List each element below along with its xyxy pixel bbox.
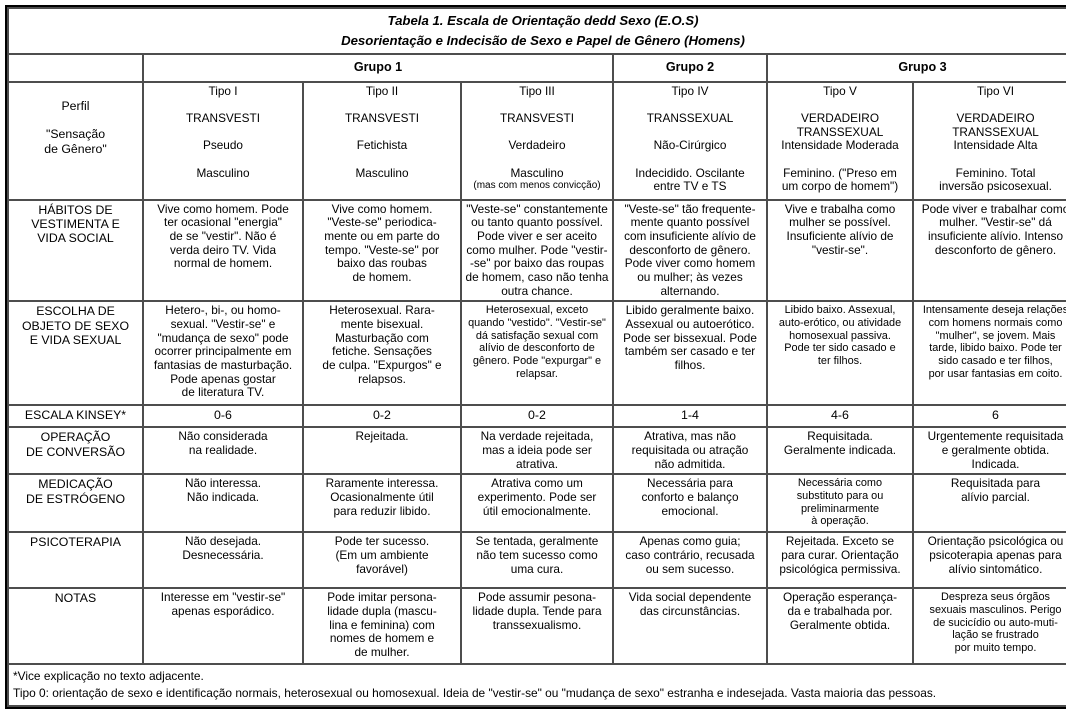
medicacao-tipo-ii-cell: Raramente interessa. Ocasionalmente útil… [304,475,460,532]
habitos-tipo-vi-cell: Pode viver e trabalhar como mulher. "Ves… [914,200,1066,301]
medicacao-tipo-v-cell: Necessária como substituto para ou preli… [768,475,912,532]
operacao-tipo-ii-cell: Rejeitada. [304,428,460,474]
psicoterapia-tipo-ii-cell: Pode ter sucesso. (Em um ambiente favorá… [304,533,460,588]
escolha-row: ESCOLHA DE OBJETO DE SEXO E VIDA SEXUAL … [9,302,1066,405]
habitos-tipo-iv-cell: "Veste-se" tão frequente- mente quanto p… [614,200,766,301]
kinsey-row-label: ESCALA KINSEY* [9,406,142,427]
medicacao-row: MEDICAÇÃO DE ESTRÓGENO Não interessa. Nã… [9,475,1066,532]
operacao-row-label: OPERAÇÃO DE CONVERSÃO [9,428,142,474]
table-subtitle: Desorientação e Indecisão de Sexo e Pape… [341,32,745,48]
eos-table: Tabela 1. Escala de Orientação dedd Sexo… [5,5,1066,710]
notas-row: NOTAS Interesse em "vestir-se" apenas es… [9,589,1066,664]
notas-row-label: NOTAS [9,589,142,664]
title-row: Tabela 1. Escala de Orientação dedd Sexo… [9,9,1066,53]
habitos-tipo-iii-cell: "Veste-se" constantemente ou tanto quant… [462,200,612,301]
kinsey-row: ESCALA KINSEY* 0-6 0-2 0-2 1-4 4-6 6 [9,406,1066,427]
psicoterapia-tipo-vi-cell: Orientação psicológica ou psicoterapia a… [914,533,1066,588]
grupo-3-header: Grupo 3 [768,54,1066,81]
psicoterapia-tipo-i-cell: Não desejada. Desnecessária. [144,533,302,588]
notas-tipo-v-cell: Operação esperança- da e trabalhada por.… [768,589,912,664]
notas-tipo-i-cell: Interesse em "vestir-se" apenas esporádi… [144,589,302,664]
footnote-asterisk: *Vice explicação no texto adjacente. [13,669,204,684]
psicoterapia-row: PSICOTERAPIA Não desejada. Desnecessária… [9,533,1066,588]
escolha-tipo-i-cell: Hetero-, bi-, ou homo- sexual. "Vestir-s… [144,302,302,405]
notas-tipo-iv-cell: Vida social dependente das circunstância… [614,589,766,664]
escolha-tipo-iii-cell: Heterosexual, exceto quando "vestido". "… [462,302,612,405]
footnote-tipo-0: Tipo 0: orientação de sexo e identificaç… [13,686,937,701]
psicoterapia-row-label: PSICOTERAPIA [9,533,142,588]
operacao-tipo-iv-cell: Atrativa, mas não requisitada ou atração… [614,428,766,474]
notas-tipo-vi-cell: Despreza seus órgãos sexuais masculinos.… [914,589,1066,664]
operacao-tipo-v-cell: Requisitada. Geralmente indicada. [768,428,912,474]
habitos-tipo-ii-cell: Vive como homem. "Veste-se" periodica- m… [304,200,460,301]
psicoterapia-tipo-iii-cell: Se tentada, geralmente não tem sucesso c… [462,533,612,588]
title-cell: Tabela 1. Escala de Orientação dedd Sexo… [9,9,1066,53]
psicoterapia-tipo-iv-cell: Apenas como guia; caso contrário, recusa… [614,533,766,588]
kinsey-tipo-v-cell: 4-6 [768,406,912,427]
operacao-tipo-i-cell: Não considerada na realidade. [144,428,302,474]
escolha-tipo-vi-cell: Intensamente deseja relações com homens … [914,302,1066,405]
kinsey-tipo-iv-cell: 1-4 [614,406,766,427]
perfil-row-label: Perfil "Sensação de Gênero" [9,82,142,199]
footnotes-row: *Vice explicação no texto adjacente. Tip… [9,665,1066,706]
medicacao-tipo-iv-cell: Necessária para conforto e balanço emoci… [614,475,766,532]
operacao-tipo-vi-cell: Urgentemente requisitada e geralmente ob… [914,428,1066,474]
escolha-row-label: ESCOLHA DE OBJETO DE SEXO E VIDA SEXUAL [9,302,142,405]
medicacao-tipo-i-cell: Não interessa. Não indicada. [144,475,302,532]
profile-tipo-iv-cell: Tipo IV TRANSSEXUAL Não-Cirúrgico Indeci… [614,82,766,199]
escolha-tipo-ii-cell: Heterosexual. Rara- mente bisexual. Mast… [304,302,460,405]
corner-blank-cell [9,54,142,81]
psicoterapia-tipo-v-cell: Rejeitada. Exceto se para curar. Orienta… [768,533,912,588]
operacao-tipo-iii-cell: Na verdade rejeitada, mas a ideia pode s… [462,428,612,474]
group-header-row: Grupo 1 Grupo 2 Grupo 3 [9,54,1066,81]
habitos-row: HÁBITOS DE VESTIMENTA E VIDA SOCIAL Vive… [9,200,1066,301]
grupo-2-header: Grupo 2 [614,54,766,81]
profile-tipo-vi-cell: Tipo VI VERDADEIRO TRANSSEXUAL Intensida… [914,82,1066,199]
escolha-tipo-iv-cell: Libido geralmente baixo. Assexual ou aut… [614,302,766,405]
profile-tipo-iii-text: Tipo III TRANSVESTI Verdadeiro Masculino [499,83,575,180]
notas-tipo-ii-cell: Pode imitar persona- lidade dupla (mascu… [304,589,460,664]
medicacao-row-label: MEDICAÇÃO DE ESTRÓGENO [9,475,142,532]
kinsey-tipo-vi-cell: 6 [914,406,1066,427]
habitos-tipo-i-cell: Vive como homem. Pode ter ocasional "ene… [144,200,302,301]
profile-tipo-iii-note: (mas com menos convicção) [473,180,601,192]
profile-tipo-v-cell: Tipo V VERDADEIRO TRANSSEXUAL Intensidad… [768,82,912,199]
habitos-row-label: HÁBITOS DE VESTIMENTA E VIDA SOCIAL [9,200,142,301]
medicacao-tipo-iii-cell: Atrativa como um experimento. Pode ser ú… [462,475,612,532]
notas-tipo-iii-cell: Pode assumir pesona- lidade dupla. Tende… [462,589,612,664]
operacao-row: OPERAÇÃO DE CONVERSÃO Não considerada na… [9,428,1066,474]
escolha-tipo-v-cell: Libido baixo. Assexual, auto-erótico, ou… [768,302,912,405]
table-title: Tabela 1. Escala de Orientação dedd Sexo… [387,13,699,28]
medicacao-tipo-vi-cell: Requisitada para alívio parcial. [914,475,1066,532]
profile-row: Perfil "Sensação de Gênero" Tipo I TRANS… [9,82,1066,199]
kinsey-tipo-iii-cell: 0-2 [462,406,612,427]
profile-tipo-iii-cell: Tipo III TRANSVESTI Verdadeiro Masculino… [462,82,612,199]
kinsey-tipo-i-cell: 0-6 [144,406,302,427]
footnotes-cell: *Vice explicação no texto adjacente. Tip… [9,665,1066,706]
kinsey-tipo-ii-cell: 0-2 [304,406,460,427]
profile-tipo-ii-cell: Tipo II TRANSVESTI Fetichista Masculino [304,82,460,199]
grupo-1-header: Grupo 1 [144,54,612,81]
profile-tipo-i-cell: Tipo I TRANSVESTI Pseudo Masculino [144,82,302,199]
habitos-tipo-v-cell: Vive e trabalha como mulher se possível.… [768,200,912,301]
